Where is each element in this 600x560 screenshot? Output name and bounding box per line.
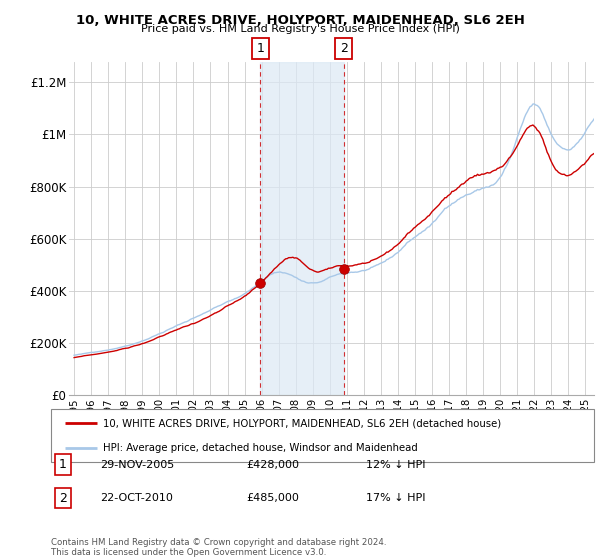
- Text: Price paid vs. HM Land Registry's House Price Index (HPI): Price paid vs. HM Land Registry's House …: [140, 24, 460, 34]
- Text: 2: 2: [340, 42, 347, 55]
- Text: 12% ↓ HPI: 12% ↓ HPI: [366, 460, 425, 470]
- Text: 22-OCT-2010: 22-OCT-2010: [100, 493, 173, 503]
- Text: HPI: Average price, detached house, Windsor and Maidenhead: HPI: Average price, detached house, Wind…: [103, 442, 418, 452]
- Text: 2: 2: [59, 492, 67, 505]
- Text: 10, WHITE ACRES DRIVE, HOLYPORT, MAIDENHEAD, SL6 2EH: 10, WHITE ACRES DRIVE, HOLYPORT, MAIDENH…: [76, 14, 524, 27]
- Text: 29-NOV-2005: 29-NOV-2005: [100, 460, 174, 470]
- Text: Contains HM Land Registry data © Crown copyright and database right 2024.
This d: Contains HM Land Registry data © Crown c…: [51, 538, 386, 557]
- Text: £485,000: £485,000: [247, 493, 299, 503]
- Bar: [260, 62, 344, 395]
- Text: 10, WHITE ACRES DRIVE, HOLYPORT, MAIDENHEAD, SL6 2EH (detached house): 10, WHITE ACRES DRIVE, HOLYPORT, MAIDENH…: [103, 418, 501, 428]
- Text: 1: 1: [59, 458, 67, 471]
- Text: 17% ↓ HPI: 17% ↓ HPI: [366, 493, 425, 503]
- Text: £428,000: £428,000: [247, 460, 299, 470]
- Text: 1: 1: [256, 42, 264, 55]
